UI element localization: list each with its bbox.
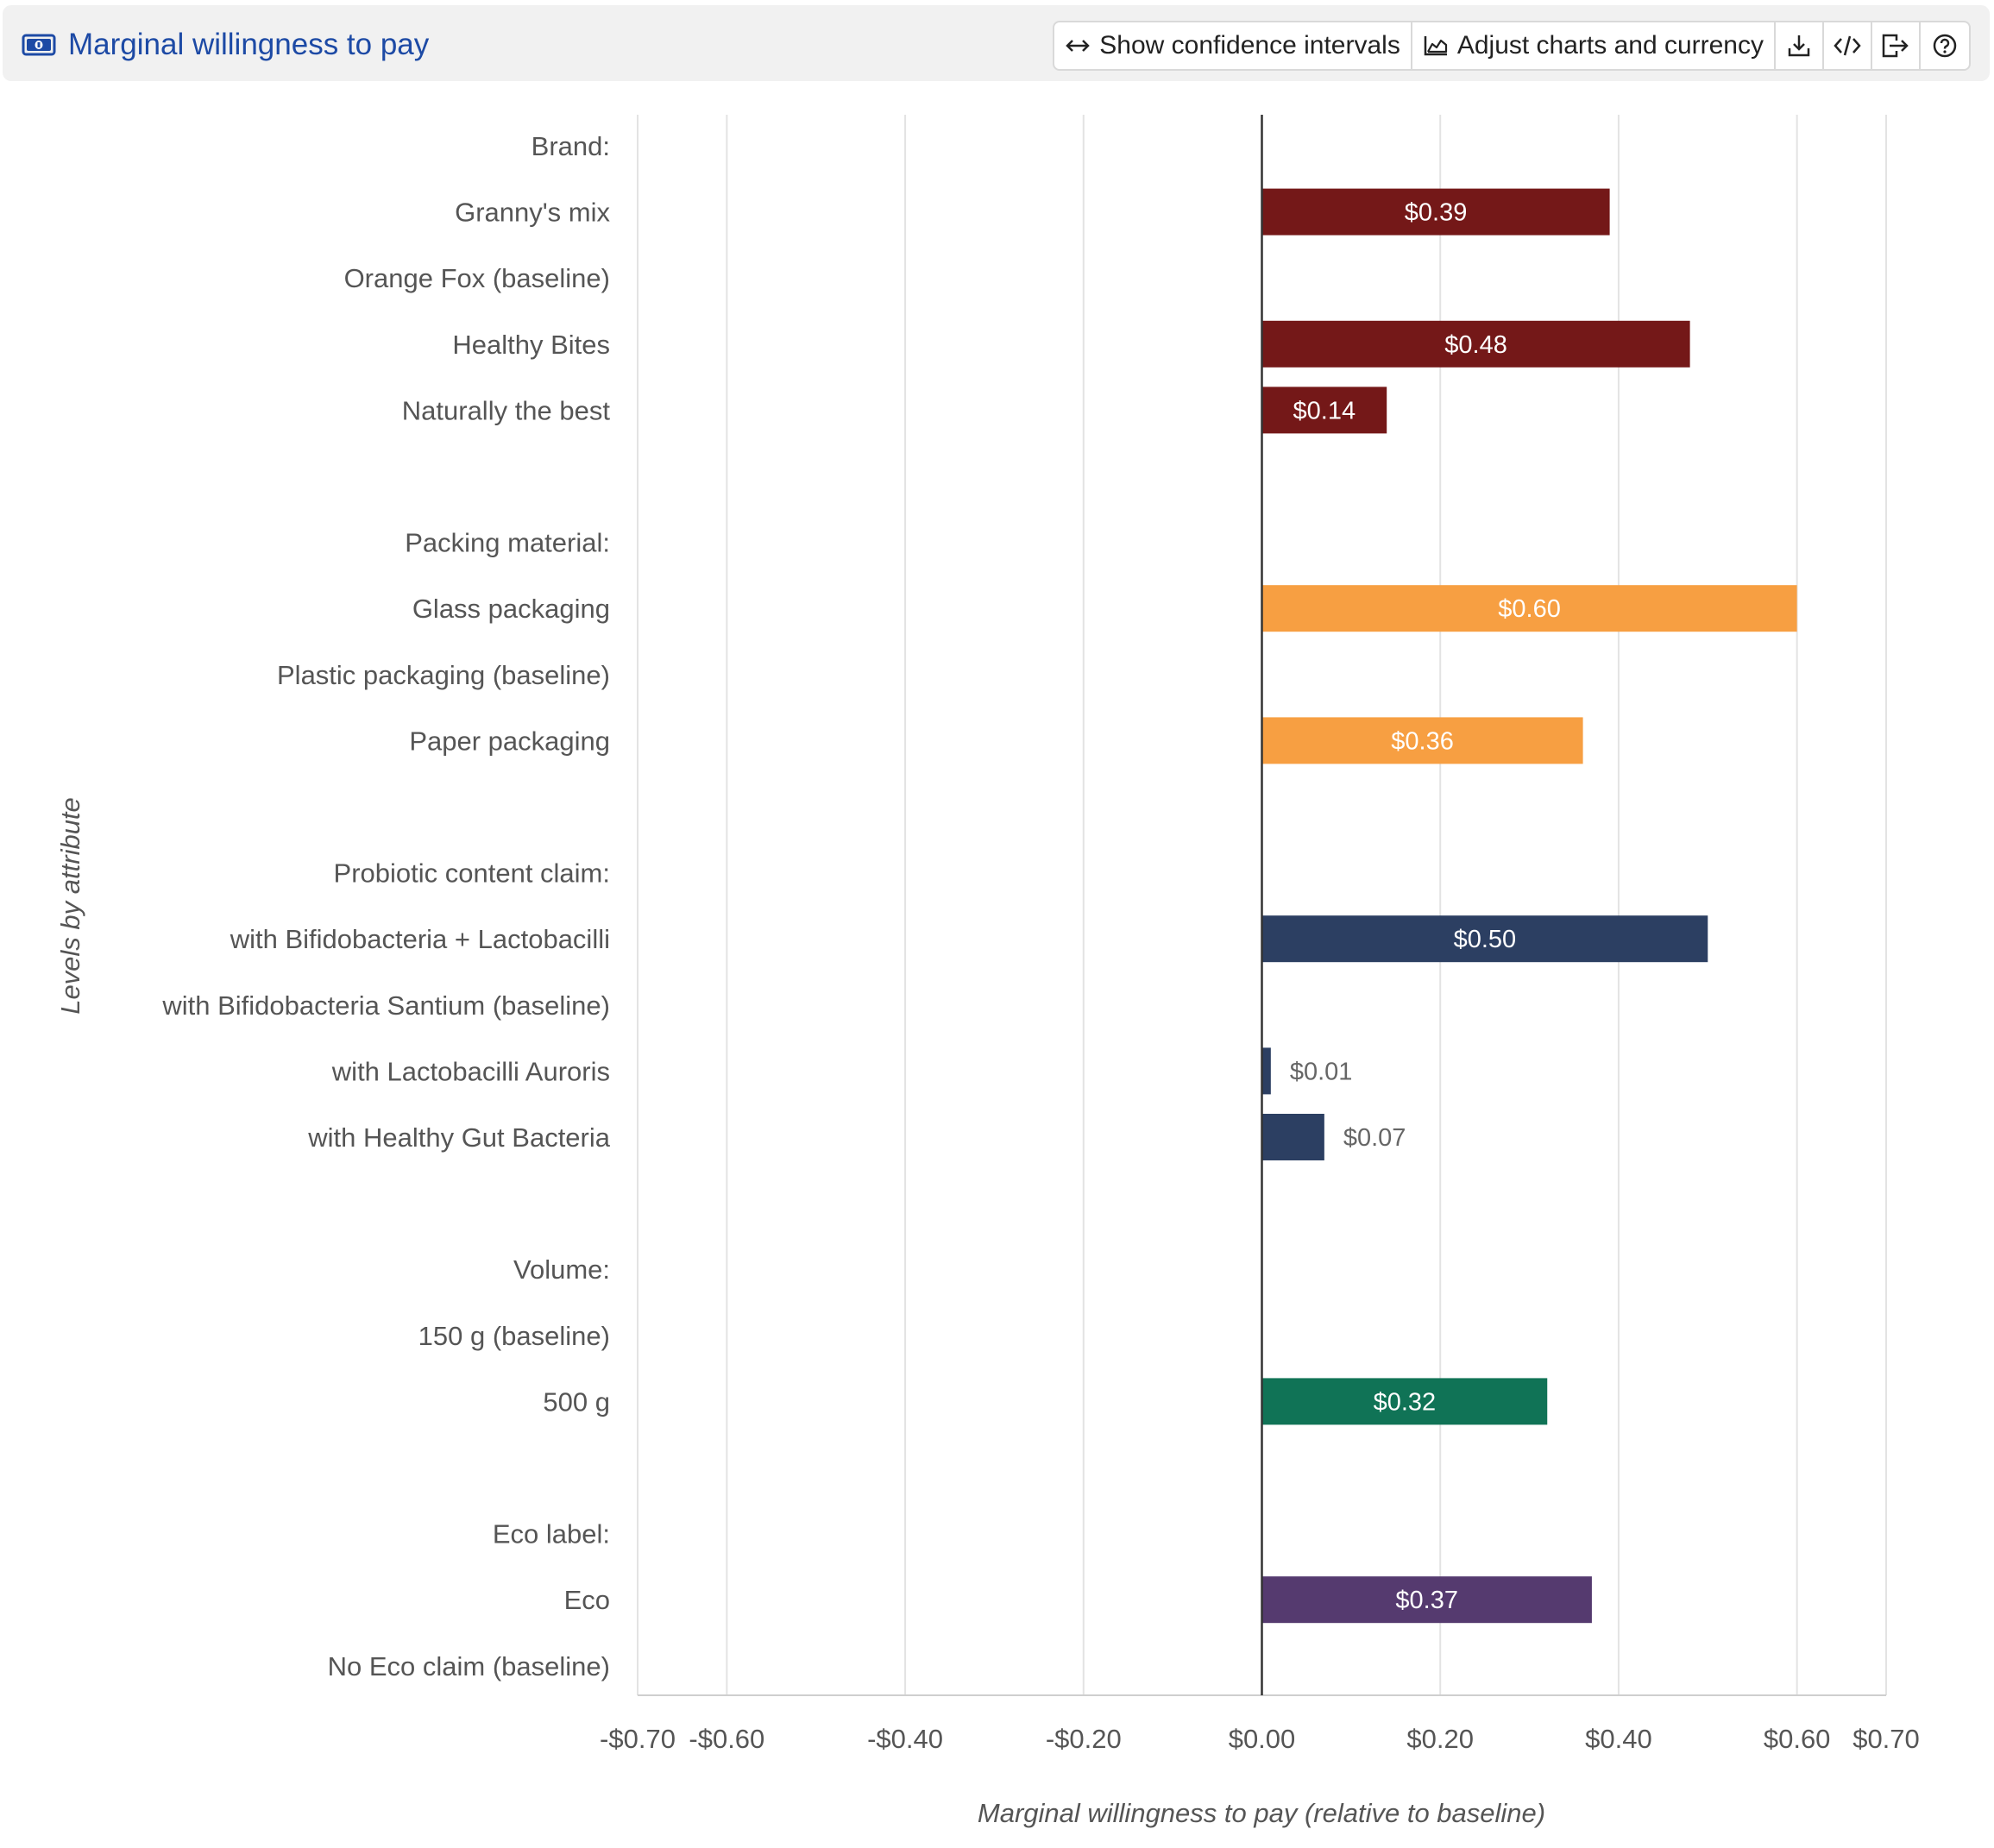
bar-value-label: $0.14 (1293, 397, 1356, 424)
adjust-charts-button[interactable]: Adjust charts and currency (1412, 22, 1776, 69)
level-label: with Healthy Gut Bacteria (307, 1122, 611, 1153)
export-icon (1882, 34, 1909, 58)
bar-value-label: $0.37 (1395, 1587, 1458, 1614)
bar-value-label: $0.32 (1374, 1388, 1437, 1416)
attribute-header-label: Volume: (513, 1254, 610, 1285)
bar-value-label: $0.01 (1290, 1058, 1353, 1085)
level-label: Plastic packaging (baseline) (277, 660, 610, 690)
level-label: with Bifidobacteria + Lactobacilli (230, 924, 610, 954)
embed-code-icon (1834, 35, 1861, 56)
help-button[interactable] (1921, 22, 1969, 69)
x-tick-label: $0.00 (1229, 1724, 1296, 1754)
chart-toolbar: Show confidence intervals Adjust charts … (1053, 21, 1971, 71)
area-chart-icon (1424, 36, 1447, 56)
level-label: 150 g (baseline) (418, 1321, 610, 1351)
adjust-charts-label: Adjust charts and currency (1456, 31, 1764, 60)
x-tick-label: -$0.70 (600, 1724, 676, 1754)
x-tick-label: -$0.20 (1046, 1724, 1122, 1754)
bar-value-label: $0.07 (1343, 1124, 1406, 1152)
x-tick-label: -$0.60 (689, 1724, 764, 1754)
level-label: with Lactobacilli Auroris (331, 1056, 610, 1086)
bar[interactable] (1261, 1114, 1324, 1160)
level-label: Naturally the best (402, 395, 611, 425)
x-tick-label: $0.20 (1406, 1724, 1474, 1754)
x-tick-label: $0.60 (1764, 1724, 1831, 1754)
x-tick-label: -$0.40 (867, 1724, 943, 1754)
help-icon (1933, 34, 1957, 58)
level-label: 500 g (543, 1386, 610, 1417)
bar[interactable] (1261, 915, 1708, 963)
x-tick-label: $0.70 (1852, 1724, 1920, 1754)
chart-title: Marginal willingness to pay (22, 26, 429, 64)
bar[interactable] (1261, 1047, 1271, 1095)
bar-value-label: $0.48 (1444, 331, 1507, 359)
level-label: Granny's mix (455, 198, 610, 228)
bar[interactable] (1261, 320, 1690, 368)
x-axis-title: Marginal willingness to pay (relative to… (978, 1798, 1545, 1828)
bar-value-label: $0.50 (1454, 926, 1517, 953)
attribute-header-label: Packing material: (405, 528, 610, 558)
show-confidence-intervals-label: Show confidence intervals (1099, 31, 1400, 60)
attribute-header-label: Brand: (532, 131, 610, 161)
download-button[interactable] (1776, 22, 1824, 69)
attribute-header-label: Eco label: (493, 1519, 610, 1549)
bar[interactable] (1261, 188, 1610, 236)
download-icon (1788, 35, 1810, 57)
embed-code-button[interactable] (1824, 22, 1872, 69)
bar[interactable] (1261, 387, 1387, 434)
level-label: with Bifidobacteria Santium (baseline) (161, 990, 610, 1021)
attribute-header-label: Probiotic content claim: (334, 858, 610, 889)
money-icon (22, 34, 56, 56)
header-bar: Marginal willingness to pay Show confide… (3, 5, 1990, 81)
chart-title-text: Marginal willingness to pay (68, 28, 430, 61)
level-label: Healthy Bites (452, 330, 610, 360)
level-label: Paper packaging (409, 726, 610, 756)
level-label: Glass packaging (412, 594, 610, 624)
y-axis-title: Levels by attribute (55, 797, 85, 1015)
bar[interactable] (1261, 1576, 1592, 1624)
bar-value-label: $0.36 (1391, 727, 1454, 755)
show-confidence-intervals-button[interactable]: Show confidence intervals (1054, 22, 1412, 69)
bar[interactable] (1261, 585, 1797, 632)
bar[interactable] (1261, 1378, 1548, 1425)
horizontal-arrows-icon (1066, 40, 1091, 52)
level-label: Orange Fox (baseline) (344, 263, 610, 293)
bar-value-label: $0.60 (1498, 595, 1561, 623)
bar-value-label: $0.39 (1405, 199, 1468, 227)
level-label: Eco (564, 1585, 610, 1615)
level-label: No Eco claim (baseline) (328, 1651, 610, 1681)
x-tick-label: $0.40 (1585, 1724, 1652, 1754)
bar[interactable] (1261, 717, 1583, 764)
export-button[interactable] (1872, 22, 1921, 69)
